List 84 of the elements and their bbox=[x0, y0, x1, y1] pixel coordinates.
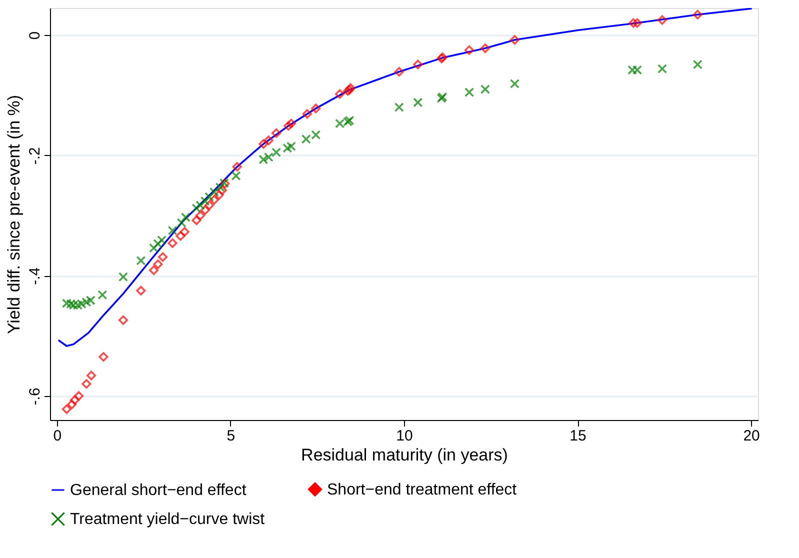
point bbox=[214, 190, 224, 200]
point bbox=[480, 44, 490, 54]
y-axis-title: Yield diff. since pre-event (in %) bbox=[4, 94, 24, 334]
point bbox=[192, 216, 202, 226]
point bbox=[209, 187, 219, 197]
point bbox=[302, 109, 312, 119]
point bbox=[464, 45, 474, 55]
point bbox=[628, 18, 638, 28]
point bbox=[215, 182, 225, 192]
point bbox=[413, 98, 423, 108]
point bbox=[232, 162, 242, 172]
point bbox=[272, 128, 282, 138]
point bbox=[168, 226, 178, 236]
x-tick-label: 5 bbox=[226, 428, 236, 444]
point bbox=[176, 218, 186, 228]
point bbox=[510, 35, 520, 45]
point bbox=[657, 15, 667, 25]
point bbox=[209, 195, 219, 205]
point bbox=[118, 272, 128, 282]
legend-label: Treatment yield−curve twist bbox=[70, 511, 266, 528]
point bbox=[149, 265, 159, 276]
point bbox=[311, 104, 321, 114]
y-tick-label: -.2 bbox=[26, 147, 44, 165]
point bbox=[480, 84, 490, 94]
point bbox=[217, 185, 227, 196]
point bbox=[70, 395, 80, 405]
point bbox=[632, 18, 642, 28]
point bbox=[118, 315, 128, 325]
point bbox=[311, 130, 321, 140]
point bbox=[272, 148, 282, 158]
point bbox=[192, 204, 202, 214]
point bbox=[136, 286, 146, 296]
point bbox=[394, 102, 404, 112]
point bbox=[413, 60, 423, 70]
point bbox=[196, 200, 206, 210]
y-tick-label: 0 bbox=[26, 31, 44, 40]
point bbox=[200, 205, 210, 215]
point bbox=[284, 121, 294, 131]
point bbox=[158, 252, 168, 262]
point bbox=[231, 171, 241, 181]
point bbox=[176, 231, 186, 241]
point bbox=[692, 60, 702, 70]
x-tick-label: 15 bbox=[570, 428, 586, 444]
point bbox=[286, 118, 296, 128]
point bbox=[282, 143, 292, 153]
point bbox=[692, 10, 702, 20]
point bbox=[464, 87, 474, 97]
legend-label: Short−end treatment effect bbox=[327, 481, 518, 498]
x-axis-title: Residual maturity (in years) bbox=[301, 446, 508, 464]
point bbox=[264, 136, 274, 146]
x-tick-label: 0 bbox=[53, 428, 62, 444]
point bbox=[98, 352, 108, 362]
point bbox=[168, 238, 178, 248]
point bbox=[196, 210, 206, 220]
point bbox=[74, 391, 84, 401]
x-tick-label: 20 bbox=[743, 428, 760, 444]
y-tick-label: -.6 bbox=[26, 388, 44, 406]
point bbox=[200, 196, 210, 206]
point bbox=[657, 64, 667, 74]
point bbox=[510, 79, 520, 89]
point bbox=[204, 200, 214, 210]
point bbox=[86, 296, 96, 306]
point bbox=[98, 290, 108, 300]
legend-label: General short−end effect bbox=[70, 482, 247, 499]
point bbox=[258, 139, 268, 149]
point bbox=[180, 226, 190, 237]
point bbox=[286, 142, 296, 152]
point bbox=[301, 134, 311, 144]
line-series bbox=[58, 8, 752, 347]
point bbox=[153, 259, 163, 269]
x-tick-label: 10 bbox=[396, 428, 413, 444]
point bbox=[67, 400, 77, 410]
point bbox=[136, 256, 146, 266]
point bbox=[86, 370, 96, 380]
point bbox=[394, 66, 404, 77]
point bbox=[62, 404, 72, 414]
point bbox=[153, 239, 163, 249]
point bbox=[82, 379, 92, 389]
point bbox=[156, 235, 167, 245]
point bbox=[335, 89, 345, 99]
point bbox=[204, 192, 214, 202]
point bbox=[149, 243, 159, 253]
y-tick-label: -.4 bbox=[26, 267, 44, 285]
point bbox=[180, 212, 190, 222]
